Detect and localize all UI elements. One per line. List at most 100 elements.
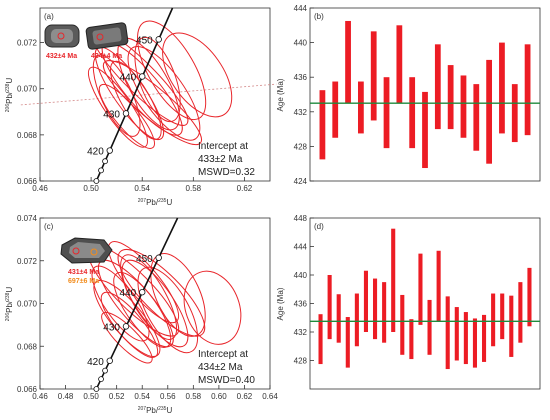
c-xtick-label: 0.52 — [109, 392, 125, 401]
c-ytick-label: 0.068 — [17, 342, 38, 351]
panel-c-intercept-line-3: MSWD=0.40 — [198, 375, 255, 386]
d-age-bar — [327, 275, 332, 340]
panel-a-intercept-line-2: 433±2 Ma — [198, 154, 243, 165]
panel-b-label: (b) — [314, 12, 324, 21]
a-ellipse — [127, 46, 201, 141]
b-age-bar — [473, 84, 480, 151]
a-concordia-age-marker — [155, 36, 162, 43]
panel-a-frame — [39, 7, 271, 182]
a-ytick-label: 0.072 — [17, 39, 38, 48]
b-age-bar — [409, 77, 416, 149]
c-concordia-age-label: 430 — [103, 322, 120, 333]
zircon-crystal-inner-1 — [51, 29, 73, 43]
panel-c-concordia: 420 430 440 450 — [87, 217, 179, 392]
panel-a-ylabel: 206Pb/238U — [5, 78, 14, 113]
a-ytick-label: 0.068 — [17, 131, 38, 140]
panel-a-ticks: 0.46 0.50 0.54 0.58 0.62 0.066 0.068 0.070 0.072 — [17, 39, 253, 193]
panel-a: 0.46 0.50 0.54 0.58 0.62 0.066 0.068 0.070 0.072… — [5, 7, 277, 207]
b-age-bar — [524, 44, 531, 136]
a-concordia-age-label: 420 — [87, 147, 104, 158]
a-concordia-age-marker — [122, 110, 130, 117]
d-age-bar — [509, 295, 514, 357]
a-concordia-age-marker — [106, 147, 113, 154]
d-age-bar — [318, 314, 323, 365]
d-age-bar — [500, 293, 505, 340]
d-age-bar — [445, 296, 450, 370]
zircon-crystal-inner-3 — [69, 242, 105, 258]
b-age-bar — [499, 42, 505, 134]
d-age-bar — [372, 278, 378, 340]
c-concordia-minor-marker — [98, 376, 104, 383]
panel-b-ticks: 424 428 432 436 440 444 — [294, 4, 314, 186]
b-ytick-label: 428 — [294, 142, 308, 151]
panel-b: 424 428 432 436 440 444 (b) Age (Ma) — [276, 4, 541, 186]
crystal-spot-4 — [90, 248, 98, 256]
d-age-bar — [400, 294, 405, 355]
crystal-spot-3 — [72, 247, 80, 255]
b-age-bar — [319, 90, 326, 160]
panel-c-ticks: 0.46 0.48 0.50 0.52 0.54 0.56 0.58 0.60 0.62 0.64… — [17, 214, 278, 401]
a-xtick-label: 0.54 — [134, 184, 150, 193]
d-age-bar — [472, 318, 478, 368]
d-age-bar — [491, 293, 496, 347]
panel-a-intercept-line-1: Intercept at — [198, 141, 248, 152]
c-ellipse — [183, 270, 242, 345]
a-concordia-age-label: 430 — [103, 109, 120, 120]
panel-c-label: (c) — [44, 222, 54, 231]
a-ellipse — [92, 54, 141, 137]
c-concordia-age-label: 420 — [87, 357, 104, 368]
panel-c: 0.46 0.48 0.50 0.52 0.54 0.56 0.58 0.60 0.62 0.64… — [5, 214, 278, 415]
crystal-age-a-2: 434±4 Ma — [91, 53, 122, 60]
panel-a-ellipses — [88, 20, 233, 149]
d-ytick-label: 444 — [294, 243, 308, 252]
panel-c-ellipses — [87, 241, 242, 364]
b-ytick-label: 440 — [294, 39, 308, 48]
panel-d-ticks: 428 432 436 440 444 448 — [294, 214, 314, 366]
a-ellipse — [110, 60, 162, 140]
panel-a-xlabel: 207Pb/235U — [138, 198, 173, 207]
d-ytick-label: 432 — [294, 328, 308, 337]
panel-d-bars — [318, 228, 532, 370]
d-age-bar — [527, 267, 532, 327]
d-age-bar — [418, 253, 423, 325]
d-ytick-label: 440 — [294, 271, 308, 280]
d-ytick-label: 428 — [294, 357, 308, 366]
a-concordia-minor-marker — [98, 167, 104, 174]
d-ytick-label: 448 — [294, 214, 308, 223]
panel-a-concordia: 420 430 440 450 — [87, 7, 174, 184]
c-concordia-age-marker — [139, 288, 146, 296]
a-ellipse — [98, 83, 155, 149]
d-age-bar — [345, 317, 350, 368]
c-xtick-label: 0.48 — [58, 392, 74, 401]
d-age-bar — [409, 319, 414, 360]
c-ellipse — [107, 241, 180, 324]
b-age-bar — [422, 91, 428, 169]
b-age-bar — [345, 20, 351, 104]
panel-c-ylabel: 206Pb/238U — [5, 287, 14, 322]
c-concordia-age-marker — [155, 254, 162, 261]
d-age-bar — [363, 270, 369, 332]
b-ytick-label: 432 — [294, 108, 308, 117]
panel-b-bars — [319, 20, 531, 169]
panel-a-intercept-text: Intercept at 433±2 Ma MSWD=0.32 — [198, 141, 255, 178]
panel-d-label: (d) — [314, 222, 324, 231]
a-concordia-minor-marker — [93, 178, 100, 184]
c-ytick-label: 0.066 — [17, 385, 38, 394]
a-xtick-label: 0.58 — [186, 184, 202, 193]
d-age-bar — [427, 299, 432, 355]
d-age-bar — [436, 250, 441, 322]
d-age-bar — [354, 293, 359, 347]
crystal-spot-1 — [57, 32, 65, 40]
panel-b-frame — [309, 7, 541, 182]
d-age-bar — [336, 294, 341, 343]
b-age-bar — [434, 44, 441, 130]
a-concordia-age-label: 450 — [136, 35, 153, 46]
b-age-bar — [332, 81, 339, 138]
b-age-bar — [460, 75, 467, 138]
c-concordia-age-marker — [106, 357, 113, 364]
c-concordia-minor-marker — [102, 367, 108, 374]
panel-a-crystal-images: 432±4 Ma 434±4 Ma — [44, 22, 129, 60]
d-ytick-label: 436 — [294, 300, 308, 309]
c-xtick-label: 0.64 — [262, 392, 278, 401]
